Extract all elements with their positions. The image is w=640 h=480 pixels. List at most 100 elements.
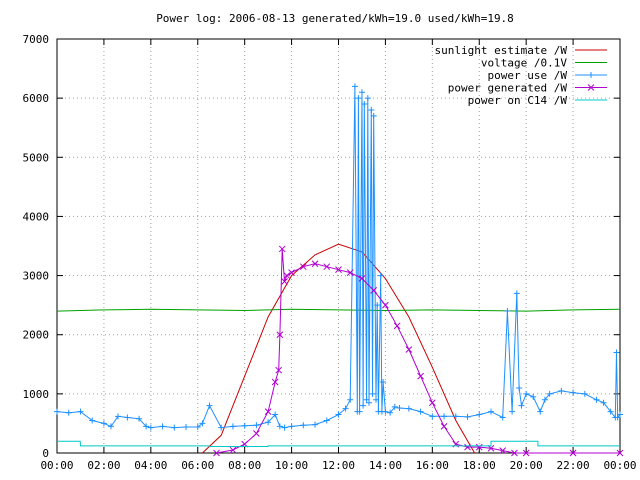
data-point <box>487 408 494 415</box>
data-point <box>312 421 319 428</box>
data-point <box>391 403 398 410</box>
data-point <box>613 349 620 356</box>
data-point <box>311 260 319 268</box>
legend-label: power use /W <box>488 69 568 82</box>
data-point <box>147 424 154 431</box>
x-tick-label: 18:00 <box>463 459 496 472</box>
data-point <box>370 112 377 119</box>
data-point <box>159 423 166 430</box>
data-point <box>356 408 363 415</box>
series-4 <box>57 440 620 447</box>
data-point <box>347 396 354 403</box>
data-point <box>271 378 279 386</box>
data-point <box>396 405 403 412</box>
data-point <box>361 101 368 108</box>
data-point <box>100 420 107 427</box>
data-point <box>264 408 272 415</box>
data-point <box>441 413 448 420</box>
data-point <box>54 408 60 415</box>
data-point <box>541 396 548 403</box>
x-tick-label: 00:00 <box>603 459 636 472</box>
data-point <box>464 413 471 420</box>
series-layer <box>54 83 624 457</box>
data-point <box>335 266 342 274</box>
data-point <box>288 269 295 276</box>
data-point <box>370 287 378 294</box>
series-1 <box>56 308 621 312</box>
plot-frame <box>56 38 621 454</box>
legend-label: sunlight estimate /W <box>435 44 568 57</box>
data-point <box>464 443 471 451</box>
data-point <box>283 272 291 279</box>
data-point <box>558 387 565 394</box>
data-point <box>382 301 389 309</box>
data-point <box>213 449 220 457</box>
data-point <box>171 424 178 431</box>
data-point <box>369 390 376 397</box>
data-point <box>374 302 381 309</box>
x-tick-label: 20:00 <box>510 459 543 472</box>
y-tick-label: 5000 <box>23 151 50 164</box>
data-point <box>405 405 412 412</box>
data-point <box>581 390 588 397</box>
data-point <box>504 308 511 315</box>
data-point <box>530 393 537 400</box>
data-point <box>272 411 279 418</box>
data-point <box>417 408 424 415</box>
series-0 <box>202 243 476 454</box>
data-point <box>199 420 206 427</box>
data-point <box>607 408 614 415</box>
x-tick-label: 22:00 <box>557 459 590 472</box>
legend-label: power generated /W <box>448 82 568 95</box>
data-point <box>377 272 384 279</box>
series-line <box>56 86 621 429</box>
data-point <box>380 379 387 386</box>
data-point <box>428 399 436 407</box>
data-point <box>382 408 389 415</box>
data-point <box>136 415 143 422</box>
y-tick-label: 0 <box>42 447 49 460</box>
data-point <box>358 89 365 96</box>
data-point <box>452 413 459 420</box>
legend-marker <box>588 72 594 78</box>
data-point <box>511 449 518 457</box>
data-point <box>368 106 375 113</box>
legend-label: voltage /0.1V <box>481 57 567 70</box>
data-point <box>509 408 516 415</box>
data-point <box>387 409 394 416</box>
series-line <box>202 243 476 454</box>
data-point <box>476 411 483 418</box>
data-point <box>229 446 237 454</box>
data-point <box>281 278 288 285</box>
y-tick-label: 1000 <box>23 388 50 401</box>
x-tick-label: 04:00 <box>134 459 167 472</box>
data-point <box>342 405 349 412</box>
data-point <box>346 269 354 276</box>
x-tick-label: 14:00 <box>369 459 402 472</box>
data-point <box>518 402 525 409</box>
data-point <box>335 411 342 418</box>
data-point <box>124 414 131 421</box>
data-point <box>77 408 84 415</box>
grid <box>57 39 620 453</box>
data-point <box>206 402 213 409</box>
data-point <box>299 263 307 271</box>
data-point <box>513 290 520 297</box>
data-point <box>593 396 600 403</box>
data-point <box>183 423 190 430</box>
data-point <box>522 449 530 457</box>
y-tick-label: 6000 <box>23 92 50 105</box>
x-tick-label: 16:00 <box>416 459 449 472</box>
series-line <box>57 440 620 447</box>
series-3 <box>213 245 624 457</box>
y-tick-label: 4000 <box>23 210 50 223</box>
data-point <box>65 409 72 416</box>
data-point <box>276 423 283 430</box>
chart-title: Power log: 2006-08-13 generated/kWh=19.0… <box>156 12 514 25</box>
series-line <box>56 308 621 312</box>
data-point <box>278 245 286 253</box>
data-point <box>570 389 577 396</box>
x-tick-label: 12:00 <box>322 459 355 472</box>
